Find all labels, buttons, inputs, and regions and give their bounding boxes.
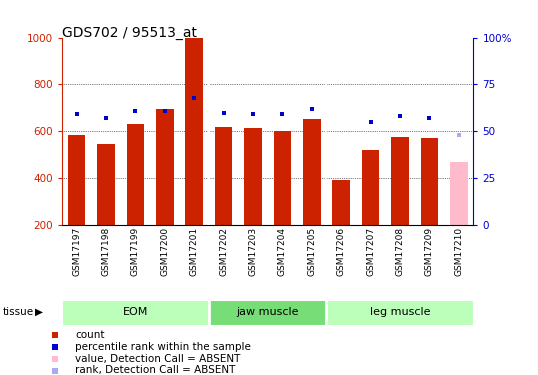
- Bar: [68, 135, 86, 225]
- Bar: [62, 300, 209, 325]
- Text: count: count: [75, 330, 105, 340]
- Bar: [450, 162, 468, 225]
- Text: GSM17201: GSM17201: [190, 227, 199, 276]
- Bar: [209, 300, 327, 325]
- Bar: [421, 138, 438, 225]
- Bar: [126, 124, 144, 225]
- Text: percentile rank within the sample: percentile rank within the sample: [75, 342, 251, 352]
- Bar: [332, 180, 350, 225]
- Text: GDS702 / 95513_at: GDS702 / 95513_at: [62, 26, 197, 40]
- Text: value, Detection Call = ABSENT: value, Detection Call = ABSENT: [75, 354, 240, 364]
- Bar: [273, 131, 291, 225]
- Text: GSM17198: GSM17198: [102, 227, 110, 276]
- Text: tissue: tissue: [3, 307, 34, 317]
- Text: GSM17207: GSM17207: [366, 227, 375, 276]
- Text: rank, Detection Call = ABSENT: rank, Detection Call = ABSENT: [75, 366, 236, 375]
- Text: GSM17210: GSM17210: [454, 227, 463, 276]
- Text: GSM17200: GSM17200: [160, 227, 169, 276]
- Text: GSM17205: GSM17205: [307, 227, 316, 276]
- Text: GSM17203: GSM17203: [249, 227, 258, 276]
- Text: GSM17204: GSM17204: [278, 227, 287, 276]
- Text: GSM17208: GSM17208: [395, 227, 405, 276]
- Text: ▶: ▶: [35, 307, 43, 317]
- Bar: [327, 300, 473, 325]
- Text: GSM17206: GSM17206: [337, 227, 345, 276]
- Bar: [97, 144, 115, 225]
- Bar: [303, 119, 321, 225]
- Text: GSM17209: GSM17209: [425, 227, 434, 276]
- Bar: [244, 128, 262, 225]
- Bar: [215, 127, 232, 225]
- Text: jaw muscle: jaw muscle: [236, 307, 299, 316]
- Bar: [362, 150, 379, 225]
- Text: GSM17199: GSM17199: [131, 227, 140, 276]
- Bar: [185, 38, 203, 225]
- Bar: [156, 109, 174, 225]
- Text: GSM17202: GSM17202: [219, 227, 228, 276]
- Text: leg muscle: leg muscle: [370, 307, 430, 316]
- Bar: [391, 136, 409, 225]
- Text: GSM17197: GSM17197: [72, 227, 81, 276]
- Text: EOM: EOM: [123, 307, 148, 316]
